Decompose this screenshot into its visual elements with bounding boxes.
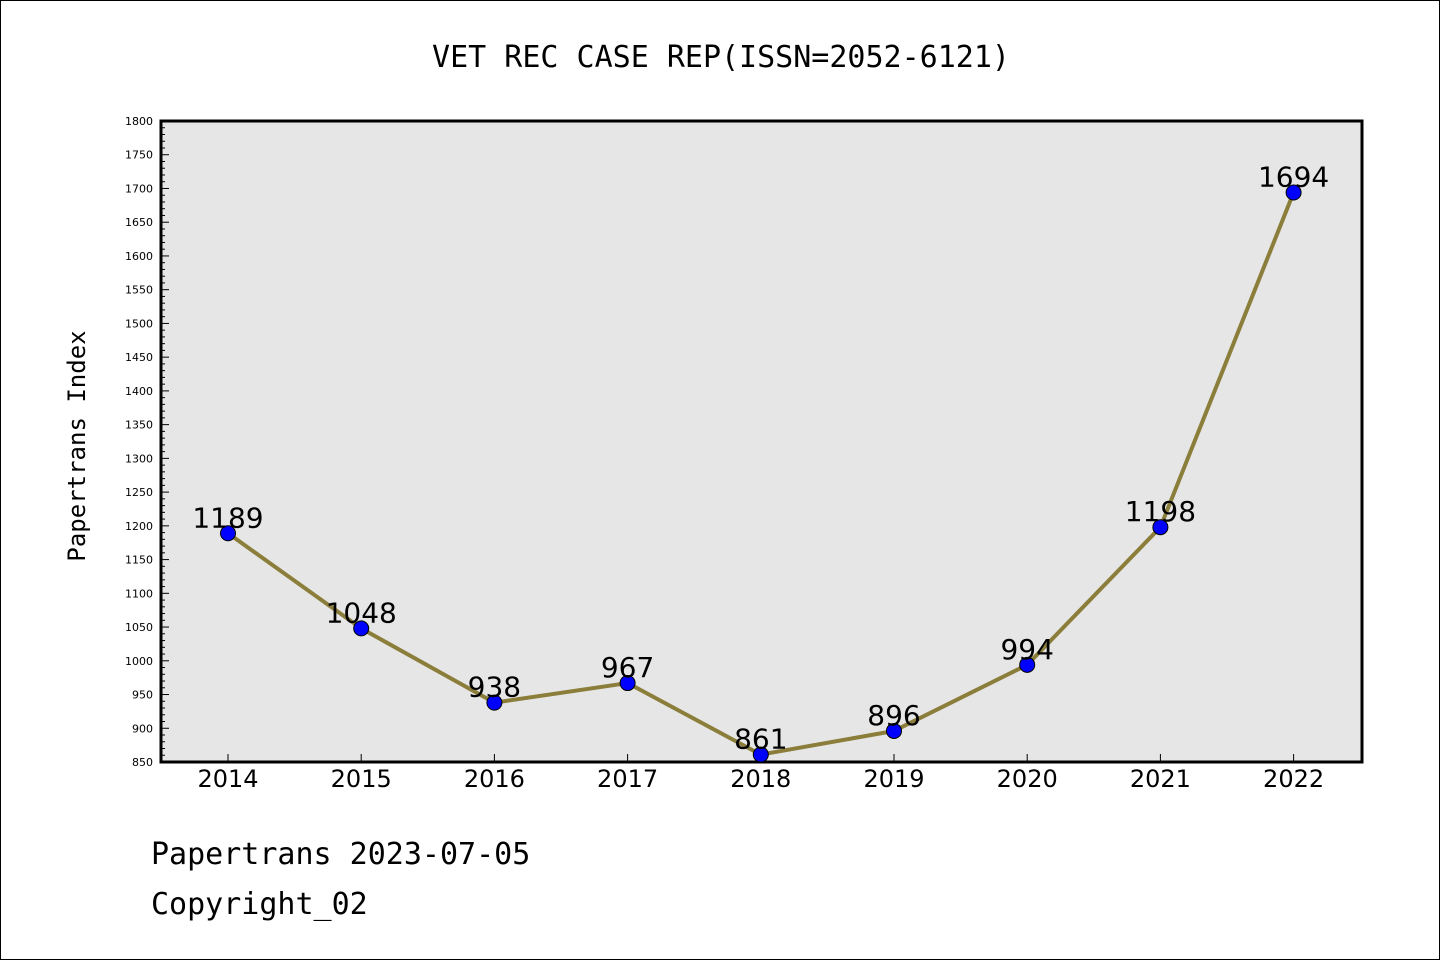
- data-label: 1694: [1258, 161, 1329, 194]
- y-tick-label: 1350: [125, 419, 153, 432]
- y-tick-label: 950: [132, 689, 153, 702]
- data-label: 938: [468, 671, 521, 704]
- series-layer: [220, 184, 1302, 763]
- data-point: [353, 620, 370, 637]
- chart-title: VET REC CASE REP(ISSN=2052-6121): [432, 40, 1010, 75]
- y-tick-label: 1750: [125, 149, 153, 162]
- y-tick-label: 1000: [125, 655, 153, 668]
- data-point: [886, 722, 902, 739]
- data-label: 1189: [192, 501, 263, 534]
- x-tick-label: 2020: [997, 765, 1058, 793]
- y-tick-label: 1400: [125, 385, 153, 398]
- data-label: 861: [734, 723, 787, 756]
- y-tick-label: 1800: [125, 115, 153, 128]
- data-label: 1198: [1125, 495, 1196, 528]
- y-axis-label: Papertrans Index: [63, 330, 91, 561]
- data-label: 994: [1000, 633, 1053, 666]
- y-tick-label: 1650: [125, 216, 153, 229]
- data-point: [619, 675, 636, 692]
- x-tick-label: 2014: [197, 765, 258, 793]
- data-label: 1048: [326, 596, 397, 629]
- x-tick-label: 2018: [730, 765, 791, 793]
- x-tick-label: 2022: [1263, 765, 1324, 793]
- y-tick-label: 1100: [125, 587, 153, 600]
- y-tick-label: 1700: [125, 182, 153, 195]
- data-point: [220, 525, 236, 542]
- footer-date: Papertrans 2023-07-05: [151, 837, 531, 872]
- data-point: [1152, 519, 1169, 536]
- x-tick-label: 2016: [464, 765, 525, 793]
- data-point: [1285, 184, 1302, 201]
- x-tick-label: 2015: [331, 765, 392, 793]
- y-tick-label: 1150: [125, 554, 153, 567]
- x-axis: 2014 2015 2016 2017 2018 2019 2020 2021 2022: [197, 754, 1324, 793]
- data-point: [1019, 656, 1036, 673]
- y-tick-label: 1300: [125, 452, 153, 465]
- y-tick-label: 1050: [125, 621, 153, 634]
- y-tick-label: 850: [132, 756, 153, 769]
- y-axis: 850 900 950 1000 1050 1100 1150 1200 1250 1300 135…: [125, 115, 169, 769]
- x-tick-label: 2021: [1130, 765, 1191, 793]
- y-tick-label: 1450: [125, 351, 153, 364]
- y-tick-label: 1500: [125, 317, 153, 330]
- y-tick-label: 1200: [125, 520, 153, 533]
- plot-area: [159, 119, 1364, 764]
- data-point: [752, 746, 769, 763]
- data-label-layer: 1189 1048 938 967 861 896 994 1198 1694: [192, 161, 1329, 756]
- y-tick-label: 1250: [125, 486, 153, 499]
- data-label: 967: [601, 651, 654, 684]
- data-point: [486, 694, 503, 711]
- y-tick-label: 900: [132, 722, 153, 735]
- footer-copyright: Copyright_02: [151, 887, 368, 922]
- x-tick-label: 2019: [863, 765, 924, 793]
- y-tick-label: 1550: [125, 284, 153, 297]
- y-tick-label: 1600: [125, 250, 153, 263]
- data-label: 896: [867, 699, 920, 732]
- x-tick-label: 2017: [597, 765, 658, 793]
